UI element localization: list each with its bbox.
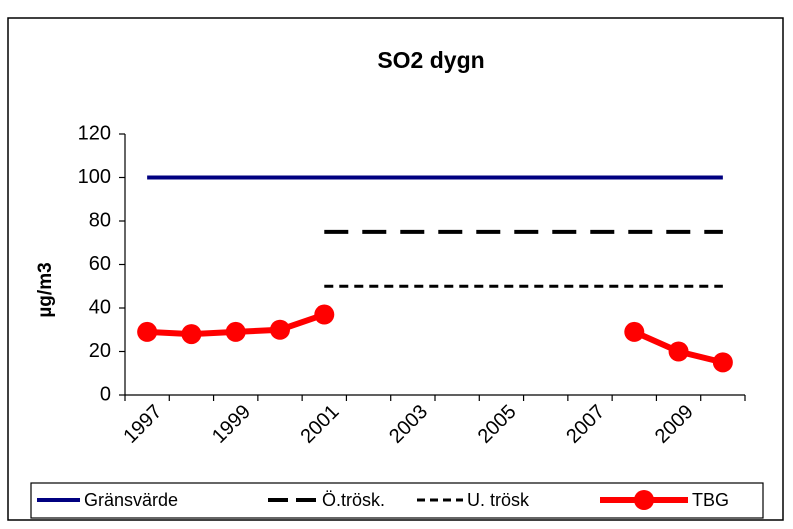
point (225, 321, 246, 342)
y-tick-label: 20 (89, 340, 111, 362)
y-tick-label: 60 (89, 253, 111, 275)
y-axis-label: µg/m3 (35, 262, 56, 317)
y-tick-label: 40 (89, 296, 111, 318)
legend-label: TBG (692, 490, 729, 510)
point (624, 321, 645, 342)
point (712, 352, 733, 373)
point (181, 324, 202, 345)
chart-title: SO2 dygn (377, 47, 484, 73)
legend-label: Gränsvärde (84, 490, 178, 510)
legend-label: U. trösk (467, 490, 530, 510)
y-tick-label: 100 (78, 166, 111, 188)
point (137, 321, 158, 342)
y-tick-label: 120 (78, 122, 111, 144)
point (270, 319, 290, 340)
y-tick-label: 80 (89, 209, 111, 231)
y-tick-label: 0 (100, 383, 111, 405)
point (668, 341, 689, 362)
point (314, 304, 335, 325)
legend-marker (634, 490, 654, 510)
legend-label: Ö.trösk. (322, 490, 385, 510)
chart-frame (7, 17, 784, 521)
